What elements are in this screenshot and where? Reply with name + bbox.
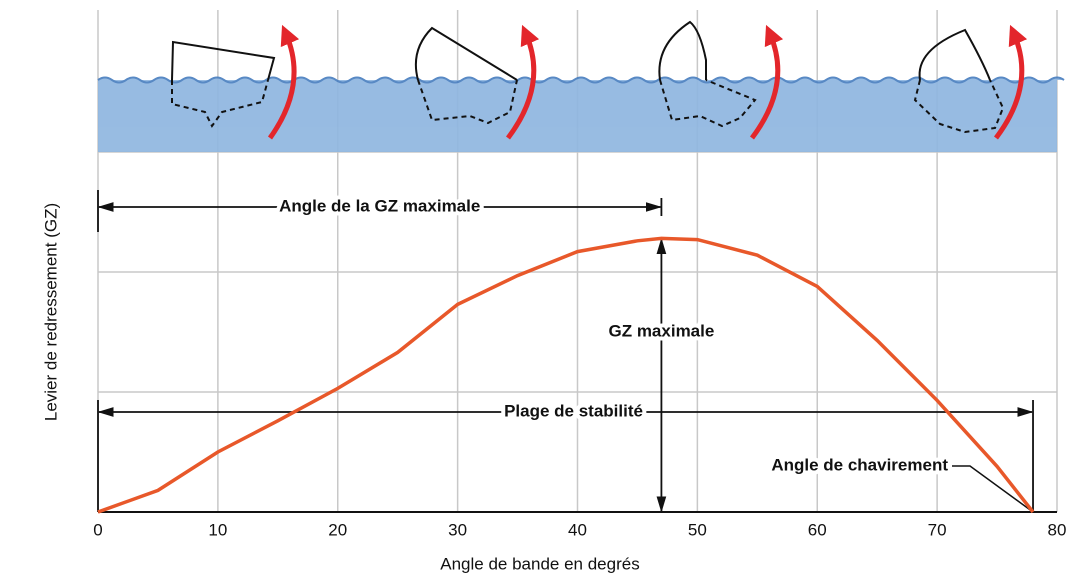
annotation: Angle de la GZ maximale	[279, 196, 480, 215]
annotation: Angle de chavirement	[771, 455, 948, 474]
annotation: GZ maximale	[608, 321, 714, 340]
x-tick-label: 10	[208, 520, 227, 539]
x-tick-label: 80	[1048, 520, 1067, 539]
x-tick-label: 30	[448, 520, 467, 539]
leader	[952, 465, 1034, 513]
annotations: Angle de la GZ maximale GZ maximale Plage …	[97, 190, 1034, 513]
x-axis-label: Angle de bande en degrés	[440, 554, 639, 573]
x-tick-label: 60	[808, 520, 827, 539]
boats	[171, 20, 1028, 140]
water	[97, 76, 1065, 152]
x-tick-label: 40	[568, 520, 587, 539]
x-tick-label: 20	[328, 520, 347, 539]
x-tick-label: 0	[93, 520, 102, 539]
x-tick-label: 50	[688, 520, 707, 539]
y-axis-label: Levier de redressement (GZ)	[41, 203, 60, 421]
x-tick-label: 70	[928, 520, 947, 539]
annotation: Plage de stabilité	[504, 401, 643, 420]
gz-curve	[97, 236, 1035, 514]
